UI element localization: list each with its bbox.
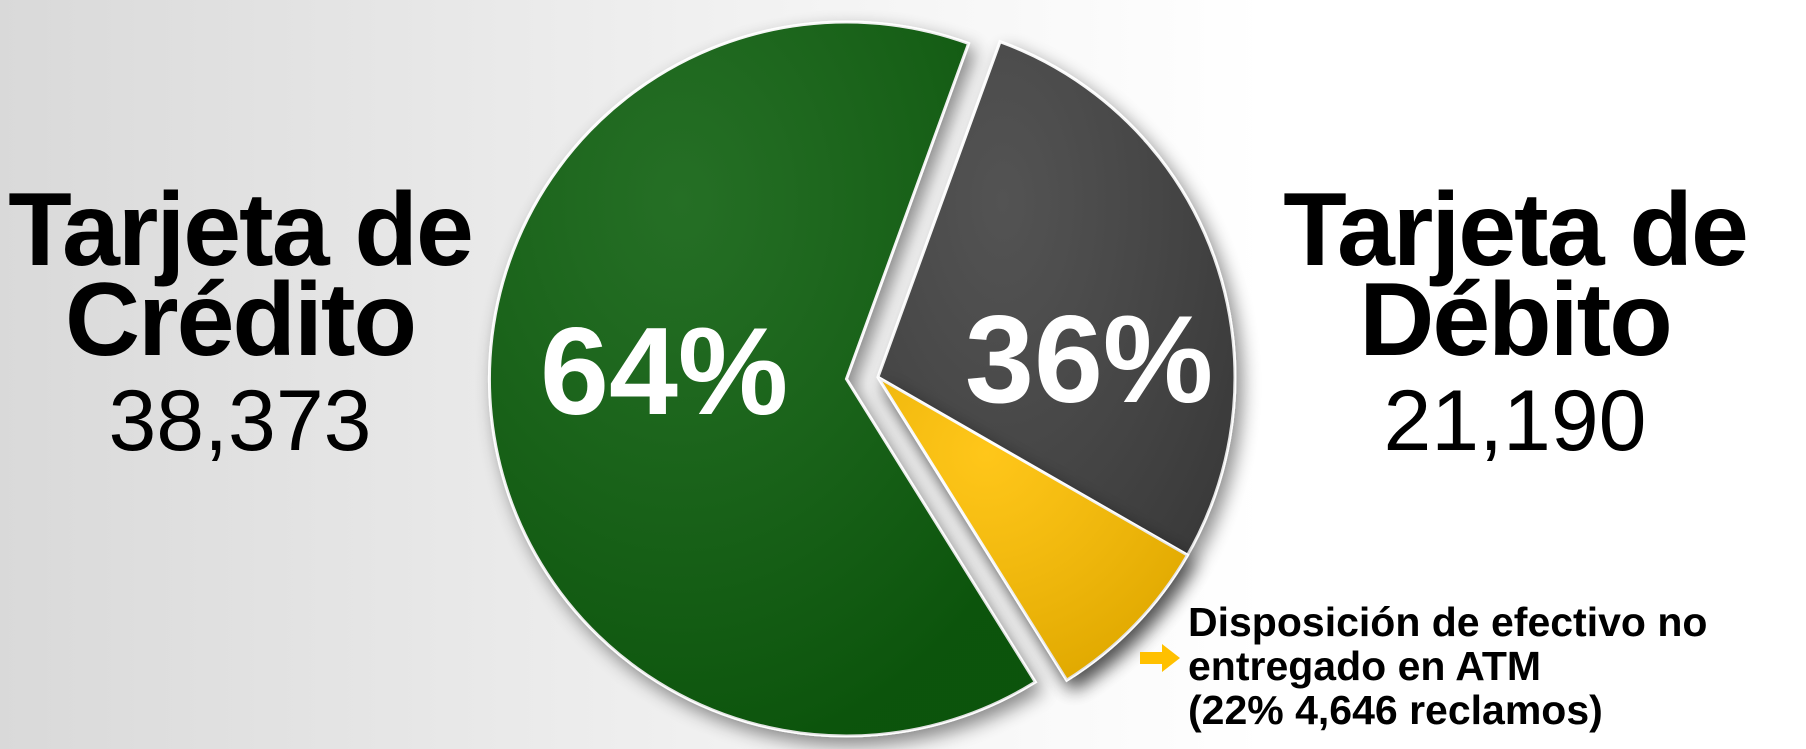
atm-annotation-line1: Disposición de efectivo no xyxy=(1188,599,1708,645)
debit-card-title-line1: Tarjeta de xyxy=(1283,172,1749,288)
credit-card-title-line1: Tarjeta de xyxy=(8,172,474,288)
debit-slice-shading xyxy=(877,41,1235,681)
credit-slice-shading xyxy=(489,21,1036,736)
arrow-right-icon xyxy=(1140,644,1180,672)
credit-card-label: Tarjeta de Crédito 38,373 xyxy=(0,172,480,469)
credit-card-count: 38,373 xyxy=(108,373,372,469)
debit-card-count: 21,190 xyxy=(1383,373,1647,469)
debit-percent-label: 36% xyxy=(965,291,1214,429)
atm-annotation-line3: (22% 4,646 reclamos) xyxy=(1188,687,1603,733)
debit-card-title-line2: Débito xyxy=(1359,262,1673,378)
atm-annotation: Disposición de efectivo no entregado en … xyxy=(1188,600,1800,732)
atm-annotation-line2: entregado en ATM xyxy=(1188,643,1542,689)
credit-card-title-line2: Crédito xyxy=(65,262,417,378)
debit-card-label: Tarjeta de Débito 21,190 xyxy=(1265,172,1765,469)
arrow-right-shape xyxy=(1140,644,1180,672)
atm-sub-slice-shading xyxy=(877,377,1188,681)
credit-percent-label: 64% xyxy=(540,303,789,441)
